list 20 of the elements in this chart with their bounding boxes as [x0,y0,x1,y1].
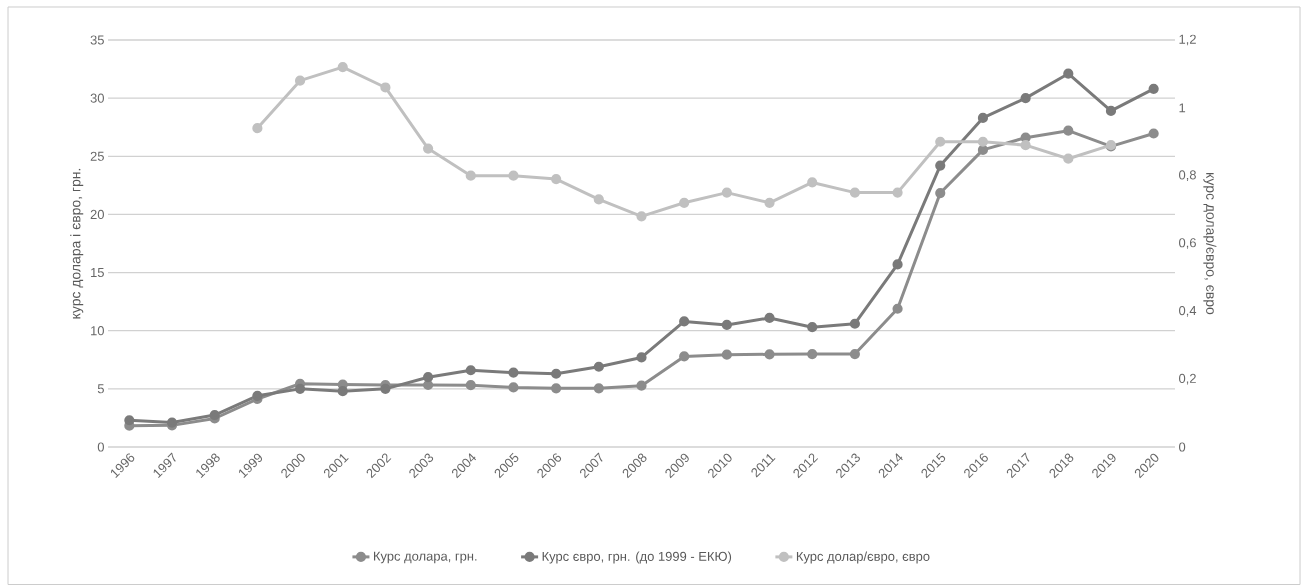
y-tick-label: 5 [97,384,104,394]
y-tick-label: 10 [91,326,104,336]
legend-label: Курс долар/євро, євро [796,551,930,564]
y-tick-label: 25 [90,151,104,161]
y-tick-label: 20 [90,209,104,220]
y2-tick-label: 0,4 [1179,305,1197,317]
y2-tick-label: 0 [1179,442,1186,452]
y2-tick-label: 0,2 [1179,373,1196,385]
y2-tick-label: 1 [1179,103,1186,113]
y2-tick-label: 0,8 [1179,170,1196,182]
y2-tick-label: 0,6 [1179,238,1196,249]
y-axis-title: курс долара і євро, грн. [70,168,84,319]
legend-label: Курс долара, грн. [374,551,477,564]
y2-tick-label: 1,2 [1179,34,1196,46]
y-tick-label: 30 [90,93,104,103]
y-tick-label: 35 [90,35,104,45]
legend-label: Курс євро, грн. (до 1999 - ЕКЮ) [542,551,732,564]
y-tick-label: 15 [91,268,104,278]
y-tick-label: 0 [97,442,104,452]
y2-axis-title: курс долар/євро, євро [1203,173,1217,315]
